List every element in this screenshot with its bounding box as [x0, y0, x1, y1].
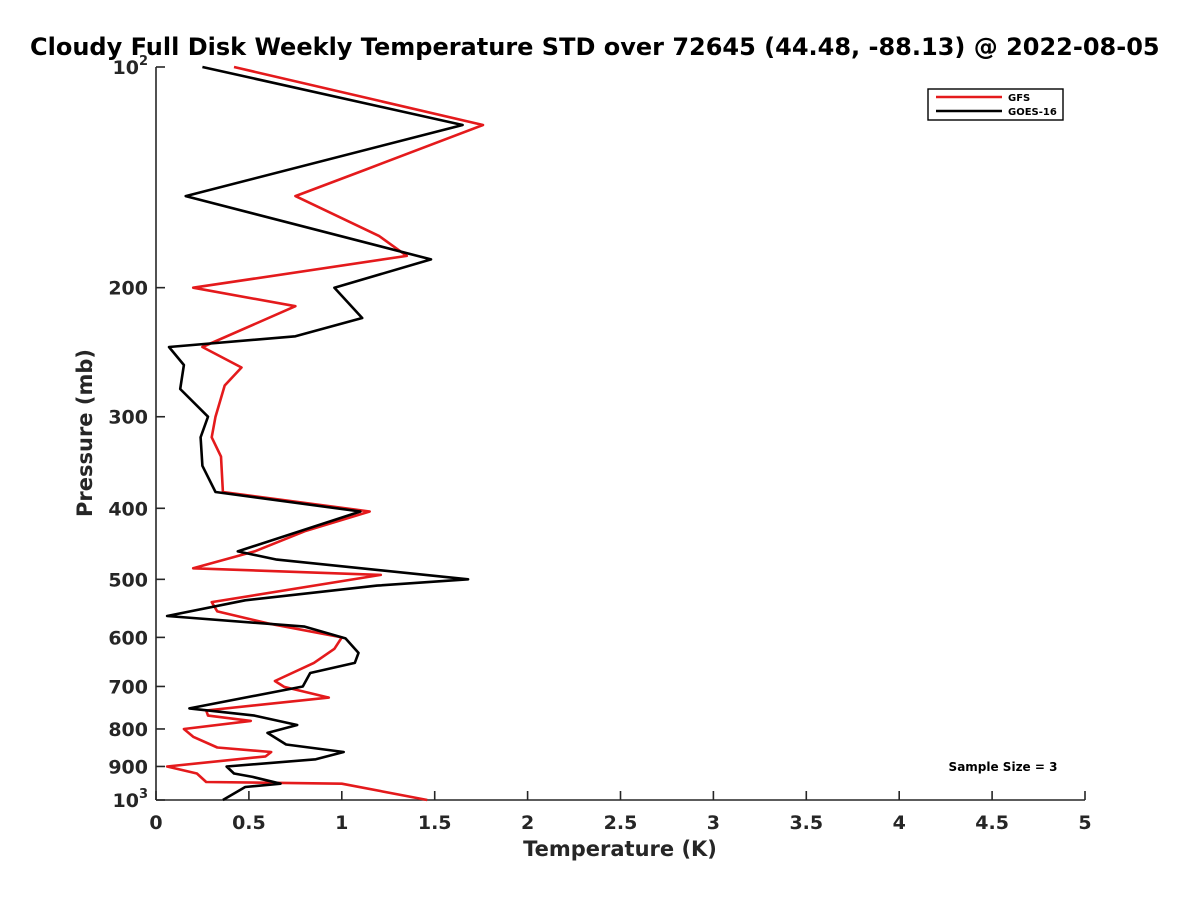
x-tick-label: 2.5: [604, 812, 638, 834]
y-tick-label: 500: [108, 569, 148, 591]
series-line-goes-16: [165, 65, 470, 802]
y-tick-label: 900: [108, 756, 148, 778]
chart-title: Cloudy Full Disk Weekly Temperature STD …: [30, 33, 1160, 61]
y-tick-label: 600: [108, 627, 148, 649]
x-tick-label: 2: [521, 812, 534, 834]
series-line-gfs: [165, 65, 485, 802]
y-tick-label: 102: [113, 54, 149, 79]
x-tick-label: 4.5: [975, 812, 1009, 834]
series-lines: [165, 65, 485, 802]
x-tick-label: 5: [1078, 812, 1091, 834]
y-tick-label: 300: [108, 407, 148, 429]
plot-area: 0 0.5 1 1.5 2 2.5 3 3.5 4 4.5 5 102 200 300 400 500 600…: [108, 54, 1091, 834]
sample-size-annotation: Sample Size = 3: [949, 760, 1058, 774]
legend: GFS GOES-16: [927, 88, 1064, 121]
legend-box: [927, 88, 1064, 121]
y-axis-label: Pressure (mb): [73, 349, 97, 517]
legend-label-gfs: GFS: [1008, 93, 1030, 104]
y-tick-label: 700: [108, 676, 148, 698]
y-tick-label: 800: [108, 719, 148, 741]
y-ticks: 102 200 300 400 500 600 700 800 900 103: [108, 54, 165, 812]
y-tick-label: 200: [108, 278, 148, 300]
x-tick-label: 3: [707, 812, 720, 834]
x-tick-label: 1.5: [418, 812, 452, 834]
x-ticks: 0 0.5 1 1.5 2 2.5 3 3.5 4 4.5 5: [149, 791, 1092, 834]
legend-label-goes-16: GOES-16: [1008, 107, 1057, 118]
x-tick-label: 0: [149, 812, 162, 834]
x-tick-label: 4: [893, 812, 906, 834]
x-tick-label: 3.5: [789, 812, 823, 834]
x-tick-label: 0.5: [232, 812, 266, 834]
x-axis-label: Temperature (K): [523, 837, 717, 861]
x-tick-label: 1: [335, 812, 348, 834]
y-tick-label: 400: [108, 498, 148, 520]
y-tick-label: 103: [113, 787, 149, 812]
